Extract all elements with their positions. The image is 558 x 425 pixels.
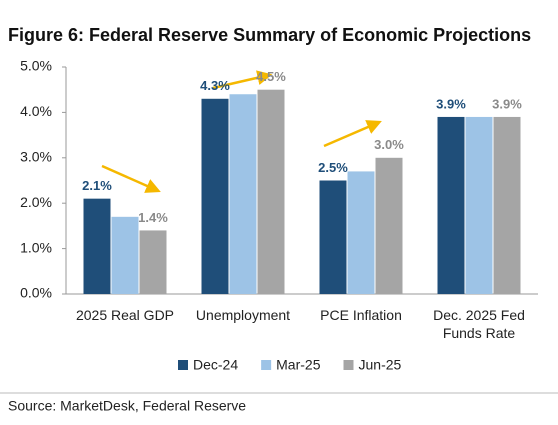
- legend-label: Mar-25: [276, 357, 321, 373]
- y-tick-label: 5.0%: [20, 58, 52, 74]
- bar: [83, 198, 111, 294]
- legend-swatch: [261, 360, 272, 370]
- value-label: 3.9%: [492, 96, 522, 111]
- bar: [229, 94, 257, 295]
- x-tick-label: Dec. 2025 Fed Funds Rate: [433, 307, 525, 341]
- source: Source: MarketDesk, Federal Reserve: [8, 398, 246, 414]
- value-label: 1.4%: [138, 210, 168, 225]
- chart-title: Figure 6: Federal Reserve Summary of Eco…: [8, 25, 531, 45]
- bar: [465, 116, 493, 294]
- y-tick-label: 1.0%: [20, 239, 52, 255]
- bar: [375, 157, 403, 294]
- y-tick-label: 2.0%: [20, 194, 52, 210]
- value-label: 4.5%: [256, 69, 286, 84]
- y-tick-label: 0.0%: [20, 285, 52, 301]
- legend-label: Jun-25: [359, 357, 402, 373]
- value-label: 2.1%: [82, 178, 112, 193]
- value-label: 3.0%: [374, 137, 404, 152]
- y-tick-label: 4.0%: [20, 103, 52, 119]
- value-label: 3.9%: [436, 96, 466, 111]
- bar: [437, 116, 465, 294]
- bar: [201, 98, 229, 294]
- bar: [319, 180, 347, 294]
- bar: [347, 171, 375, 294]
- bar: [111, 216, 139, 294]
- bar: [139, 230, 167, 294]
- value-label: 4.3%: [200, 78, 230, 93]
- legend-label: Dec-24: [193, 357, 238, 373]
- bar: [257, 89, 285, 294]
- bar: [493, 116, 521, 294]
- legend-swatch: [178, 360, 188, 370]
- trend-arrows: [101, 70, 382, 193]
- x-tick-label: PCE Inflation: [320, 307, 402, 323]
- value-label: 2.5%: [318, 160, 348, 175]
- x-tick-label: 2025 Real GDP: [75, 307, 175, 323]
- legend-swatch: [343, 360, 354, 370]
- y-tick-label: 3.0%: [20, 149, 52, 165]
- x-tick-label: Unemployment: [195, 307, 291, 323]
